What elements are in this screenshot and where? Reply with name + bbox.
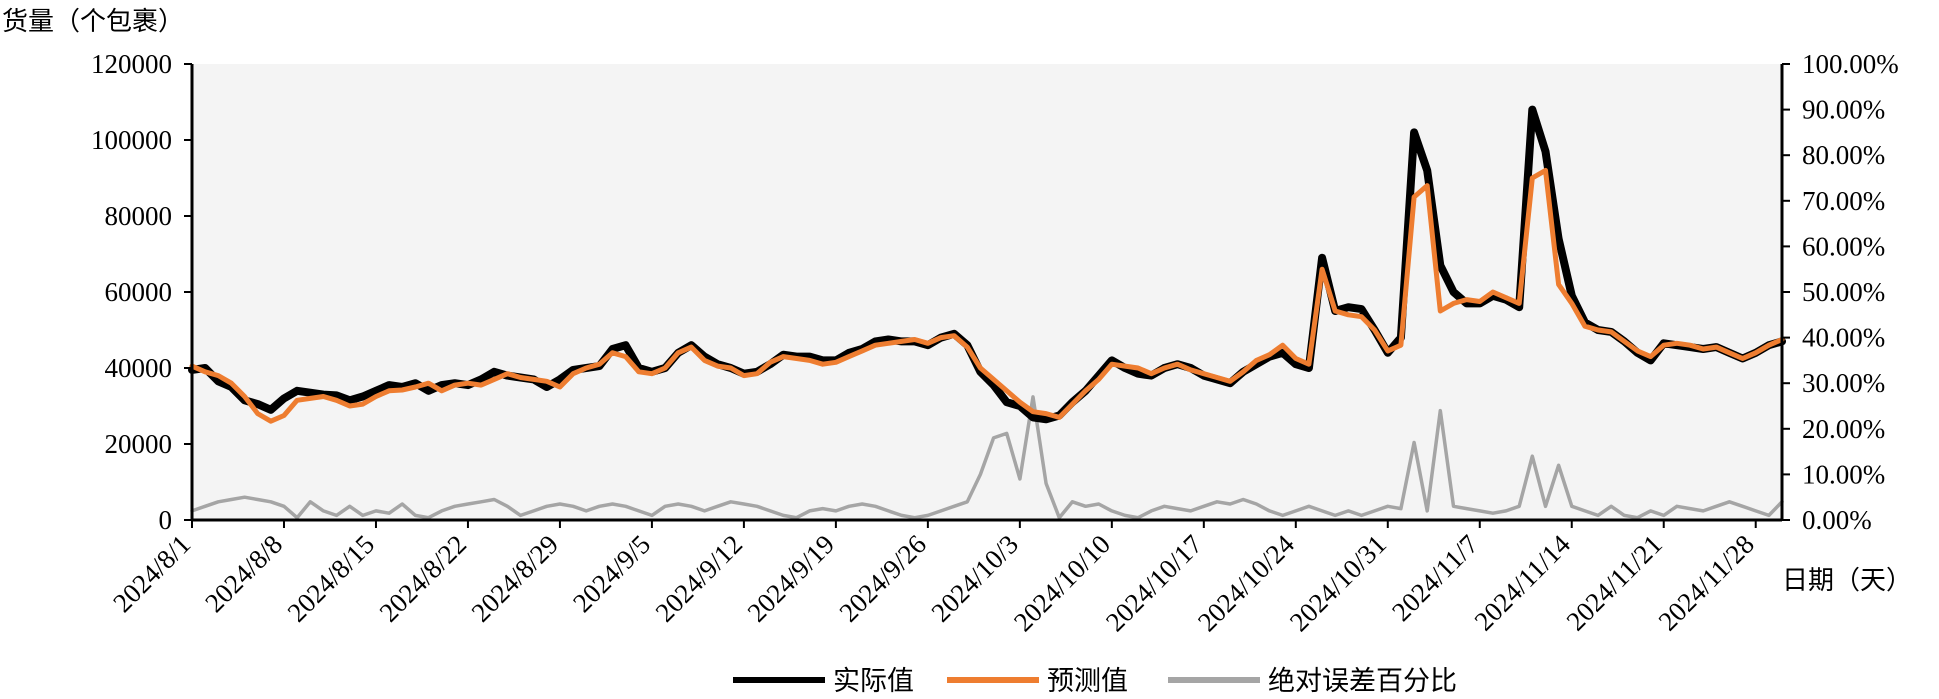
left-y-tick-label: 60000 <box>105 277 173 307</box>
x-tick-label: 2024/11/7 <box>1386 529 1484 627</box>
series-line-1 <box>189 167 1785 424</box>
x-tick-label: 2024/8/15 <box>282 529 381 628</box>
x-tick-label: 2024/11/14 <box>1469 529 1577 637</box>
x-tick-label: 2024/10/24 <box>1192 529 1301 638</box>
right-y-tick-label: 80.00% <box>1802 140 1885 170</box>
right-y-tick-label: 60.00% <box>1802 231 1885 261</box>
right-y-tick-label: 90.00% <box>1802 95 1885 125</box>
y-axis-title: 货量（个包裹） <box>2 7 184 37</box>
x-tick-label: 2024/9/12 <box>649 529 748 628</box>
series-line-2 <box>190 395 1784 520</box>
right-y-tick-label: 70.00% <box>1802 186 1885 216</box>
x-tick-label: 2024/8/1 <box>107 529 196 618</box>
right-y-tick-label: 100.00% <box>1802 49 1899 79</box>
right-y-tick-label: 0.00% <box>1802 505 1872 535</box>
left-y-tick-label: 100000 <box>91 125 172 155</box>
legend-label-2: 绝对误差百分比 <box>1268 666 1457 697</box>
x-tick-label: 2024/8/29 <box>466 529 565 628</box>
left-y-tick-label: 20000 <box>105 429 173 459</box>
left-y-tick-label: 80000 <box>105 201 173 231</box>
legend-label-0: 实际值 <box>833 666 914 697</box>
right-y-tick-label: 50.00% <box>1802 277 1885 307</box>
x-tick-label: 2024/9/19 <box>741 529 840 628</box>
x-tick-label: 2024/10/10 <box>1008 529 1116 637</box>
x-tick-label: 2024/10/3 <box>925 529 1024 628</box>
left-y-tick-label: 120000 <box>91 49 172 79</box>
x-tick-label: 2024/8/22 <box>374 529 473 628</box>
x-tick-label: 2024/9/26 <box>833 529 932 628</box>
x-tick-label: 2024/10/31 <box>1284 529 1392 637</box>
right-y-tick-label: 40.00% <box>1802 323 1885 353</box>
legend-label-1: 预测值 <box>1047 666 1128 697</box>
x-tick-label: 2024/8/8 <box>199 529 288 618</box>
right-y-tick-label: 10.00% <box>1802 459 1885 489</box>
x-axis-title: 日期（天） <box>1782 566 1912 596</box>
left-y-tick-label: 40000 <box>105 353 173 383</box>
x-tick-label: 2024/11/28 <box>1652 529 1759 636</box>
series-layer <box>188 105 1786 520</box>
left-y-tick-label: 0 <box>159 505 173 535</box>
x-tick-label: 2024/10/17 <box>1100 529 1208 637</box>
x-tick-label: 2024/11/21 <box>1560 529 1667 636</box>
legend: 实际值 预测值 绝对误差百分比 <box>733 666 1457 697</box>
right-y-tick-label: 30.00% <box>1802 368 1885 398</box>
x-tick-label: 2024/9/5 <box>567 529 656 618</box>
right-y-tick-label: 20.00% <box>1802 414 1885 444</box>
